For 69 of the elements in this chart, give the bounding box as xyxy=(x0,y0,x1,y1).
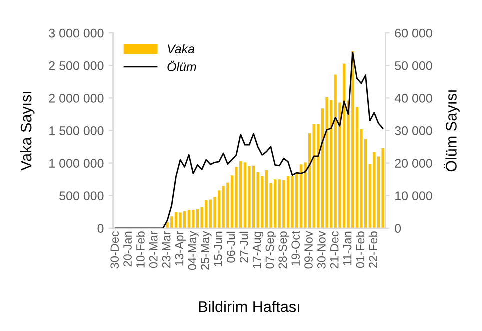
x-tick-label: 07-Sep xyxy=(266,232,276,269)
bar xyxy=(291,176,294,228)
y-tick-label: 1 000 000 xyxy=(50,159,104,168)
x-tick-label: 13-Apr xyxy=(175,231,186,266)
bar xyxy=(256,172,260,228)
bar xyxy=(373,152,376,228)
y-axis-title: Vaka Sayısı xyxy=(20,92,35,171)
bar xyxy=(286,176,290,228)
x-tick-label: 22-Feb xyxy=(368,232,378,268)
y2-tick-label: 50 000 xyxy=(395,61,432,70)
x-tick-label: 28-Sep xyxy=(278,232,290,269)
x-tick-label: 04-May xyxy=(188,231,199,270)
bar xyxy=(274,180,277,228)
x-tick-label: 06-Jul xyxy=(226,232,236,263)
y2-tick-label: 60 000 xyxy=(395,28,432,38)
y-tick-label: 2 500 000 xyxy=(49,61,104,70)
x-tick-label: 02-Mar xyxy=(149,231,158,268)
bar xyxy=(300,164,302,228)
legend-label: Ölüm xyxy=(168,60,196,72)
y2-tick-label: 30 000 xyxy=(395,126,432,136)
bar xyxy=(196,210,200,228)
y2-tick-label: 10 000 xyxy=(396,192,432,200)
y-tick-label: 3 000 000 xyxy=(49,28,104,38)
x-tick-label: 20-Jan xyxy=(124,232,132,267)
x-tick-label: 30-Dec xyxy=(110,231,120,269)
x-tick-label: 25-May xyxy=(201,231,212,270)
line-series xyxy=(115,52,384,228)
bar xyxy=(226,182,230,228)
bar xyxy=(244,162,246,228)
bar xyxy=(252,166,256,228)
x-tick-label: 11-Jan xyxy=(343,232,352,266)
bar xyxy=(317,124,320,228)
bar xyxy=(342,64,346,228)
bar xyxy=(222,186,225,228)
bar xyxy=(282,180,286,228)
bar xyxy=(304,162,307,228)
y2-tick-label: 40 000 xyxy=(394,94,432,103)
bar xyxy=(308,133,312,228)
y-tick-label: 2 000 000 xyxy=(49,94,104,103)
legend-label: Vaka xyxy=(168,44,195,54)
x-tick-label: 30-Nov xyxy=(318,231,326,269)
y2-tick-label: 20 000 xyxy=(395,159,432,168)
x-tick-label: 21-Dec xyxy=(330,231,339,269)
x-tick-label: 01-Feb xyxy=(356,232,365,268)
bar xyxy=(326,98,328,228)
bar xyxy=(192,210,195,228)
bar xyxy=(188,210,190,228)
y-tick-label: 0 xyxy=(98,224,104,234)
x-tick-label: 10-Feb xyxy=(136,232,145,268)
bar xyxy=(334,74,337,228)
y2-tick-label: 0 xyxy=(395,224,402,234)
x-tick-label: 23-Mar xyxy=(162,231,171,268)
x-tick-label: 09-Nov xyxy=(304,231,313,269)
bar xyxy=(278,180,281,228)
y-tick-label: 500 000 xyxy=(60,192,104,200)
bar xyxy=(312,124,316,228)
bar xyxy=(261,176,264,228)
bar xyxy=(382,148,384,228)
bar xyxy=(170,216,174,228)
x-tick-label: 15-Jun xyxy=(214,232,222,266)
bar xyxy=(179,212,182,228)
x-tick-label: 19-Oct xyxy=(292,231,300,266)
y2-axis-title: Ölüm Sayısı xyxy=(444,90,460,172)
x-tick-label: 27-Jul xyxy=(240,232,248,263)
x-tick-label: 17-Aug xyxy=(252,232,264,268)
y-tick-label: 1 500 000 xyxy=(50,126,104,136)
bar xyxy=(218,190,221,228)
bar xyxy=(248,166,251,228)
x-axis-title: Bildirim Haftası xyxy=(199,301,300,312)
